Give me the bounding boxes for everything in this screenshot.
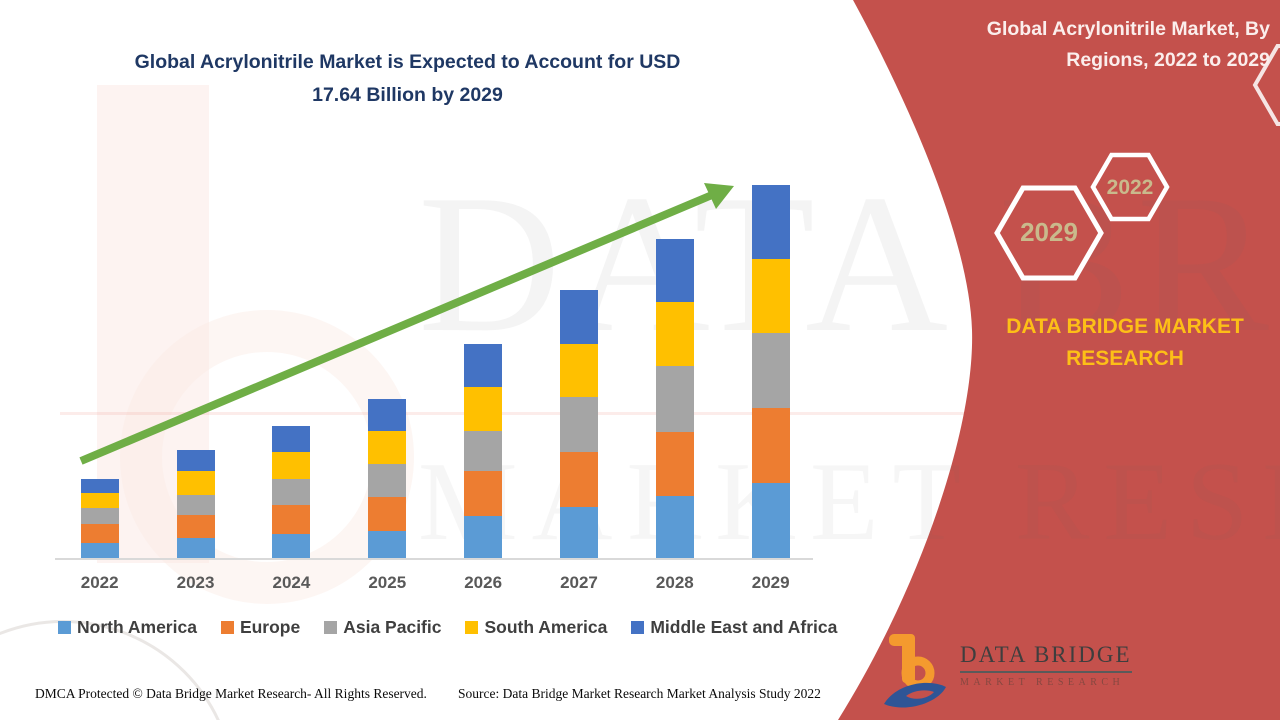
- x-axis-label-2028: 2028: [655, 573, 694, 592]
- bar-segment-2025-asia-pacific: [368, 464, 407, 497]
- legend-swatch-europe: [220, 621, 234, 634]
- bar-segment-2025-europe: [368, 496, 407, 531]
- bar-column-2026: [464, 344, 503, 558]
- bar-segment-2028-asia-pacific: [655, 366, 694, 433]
- bar-segment-2024-south-america: [272, 452, 311, 479]
- bar-segment-2027-south-america: [559, 344, 598, 398]
- bar-segment-2028-middle-east-and-africa: [655, 239, 694, 303]
- bar-segment-2025-south-america: [368, 431, 407, 465]
- databridge-logo: DATA BRIDGE MARKET RESEARCH: [882, 630, 1132, 712]
- bar-segment-2026-europe: [464, 471, 503, 517]
- legend-item-middle-east-and-africa: Middle East and Africa: [631, 617, 837, 638]
- bar-segment-2026-north-america: [464, 516, 503, 558]
- bar-segment-2024-europe: [272, 504, 311, 534]
- brand-text-line1: DATA BRIDGE MARKET: [1006, 315, 1244, 338]
- legend-label-north-america: North America: [77, 617, 197, 637]
- bar-segment-2028-south-america: [655, 302, 694, 367]
- x-axis-label-2024: 2024: [272, 573, 311, 592]
- x-axis-label-2023: 2023: [176, 573, 215, 592]
- chart-title-line1: Global Acrylonitrile Market is Expected …: [134, 51, 681, 73]
- bar-segment-2022-south-america: [80, 493, 119, 509]
- bar-segment-2028-europe: [655, 432, 694, 496]
- x-axis-label-2026: 2026: [464, 573, 503, 592]
- dmca-text: DMCA Protected © Data Bridge Market Rese…: [35, 686, 427, 701]
- bar-segment-2022-asia-pacific: [80, 508, 119, 525]
- x-axis-label-2027: 2027: [560, 573, 598, 592]
- bar-segment-2029-europe: [751, 407, 790, 484]
- bar-segment-2023-europe: [176, 514, 215, 538]
- bar-segment-2024-north-america: [272, 533, 311, 558]
- bar-segment-2025-north-america: [368, 530, 407, 558]
- bar-segment-2027-asia-pacific: [559, 397, 598, 452]
- bar-segment-2027-north-america: [559, 507, 598, 558]
- bar-column-2024: [272, 425, 311, 558]
- bar-segment-2022-middle-east-and-africa: [80, 479, 119, 494]
- x-axis-label-2022: 2022: [80, 573, 119, 592]
- bar-segment-2029-north-america: [751, 483, 790, 558]
- legend-swatch-asia-pacific: [324, 621, 338, 634]
- bar-column-2029: [751, 185, 790, 558]
- bar-segment-2026-asia-pacific: [464, 431, 503, 472]
- x-axis-line: [55, 558, 813, 560]
- legend-item-europe: Europe: [220, 617, 301, 638]
- side-panel-title-line2: Regions, 2022 to 2029: [1066, 49, 1270, 72]
- bar-segment-2022-north-america: [80, 543, 119, 558]
- bar-segment-2023-north-america: [176, 537, 215, 558]
- chart-title: Global Acrylonitrile Market is Expected …: [85, 46, 730, 112]
- side-panel-title: Global Acrylonitrile Market, By Regions,…: [900, 14, 1270, 76]
- brand-text-line2: RESEARCH: [1066, 346, 1184, 370]
- partial-hexagon-icon: [1252, 44, 1280, 126]
- bar-column-2023: [176, 449, 215, 558]
- x-axis-label-2025: 2025: [368, 573, 407, 592]
- bar-column-2025: [368, 399, 407, 558]
- chart-title-line2: 17.64 Billion by 2029: [312, 83, 503, 106]
- bar-segment-2029-asia-pacific: [751, 333, 790, 408]
- x-axis-label-2029: 2029: [751, 573, 790, 592]
- bar-segment-2029-south-america: [751, 258, 790, 334]
- logo-title: DATA BRIDGE: [960, 642, 1132, 673]
- bar-segment-2028-north-america: [655, 495, 694, 558]
- legend-item-north-america: North America: [58, 617, 197, 638]
- legend-swatch-north-america: [58, 621, 71, 634]
- bar-column-2022: [80, 479, 119, 558]
- bar-segment-2025-middle-east-and-africa: [368, 399, 407, 432]
- bar-segment-2027-middle-east-and-africa: [559, 290, 598, 345]
- bar-segment-2023-asia-pacific: [176, 494, 215, 515]
- legend-item-asia-pacific: Asia Pacific: [324, 617, 441, 638]
- legend: North America Europe Asia Pacific South Ame…: [58, 617, 838, 638]
- bar-segment-2026-middle-east-and-africa: [464, 344, 503, 388]
- bar-column-2027: [559, 290, 598, 558]
- bar-segment-2023-south-america: [176, 471, 215, 495]
- legend-label-south-america: South America: [484, 617, 608, 637]
- bar-segment-2026-south-america: [464, 387, 503, 432]
- brand-text: DATA BRIDGE MARKET RESEARCH: [975, 311, 1275, 374]
- legend-label-europe: Europe: [239, 617, 301, 637]
- legend-label-middle-east-and-africa: Middle East and Africa: [650, 617, 838, 637]
- logo-subtitle: MARKET RESEARCH: [960, 677, 1125, 688]
- legend-swatch-south-america: [465, 621, 479, 634]
- legend-swatch-middle-east-and-africa: [631, 621, 645, 634]
- bar-segment-2023-middle-east-and-africa: [176, 449, 215, 472]
- legend-item-south-america: South America: [465, 617, 607, 638]
- bar-segment-2029-middle-east-and-africa: [751, 185, 790, 259]
- legend-label-asia-pacific: Asia Pacific: [343, 617, 442, 637]
- bar-segment-2024-asia-pacific: [272, 478, 311, 505]
- side-panel-title-line1: Global Acrylonitrile Market, By: [986, 18, 1270, 40]
- bar-segment-2022-europe: [80, 524, 119, 544]
- bar-column-2028: [655, 239, 694, 558]
- source-text: Source: Data Bridge Market Research Mark…: [458, 686, 821, 701]
- databridge-logo-icon: [884, 634, 946, 708]
- bar-segment-2024-middle-east-and-africa: [272, 425, 311, 453]
- bar-segment-2027-europe: [559, 451, 598, 508]
